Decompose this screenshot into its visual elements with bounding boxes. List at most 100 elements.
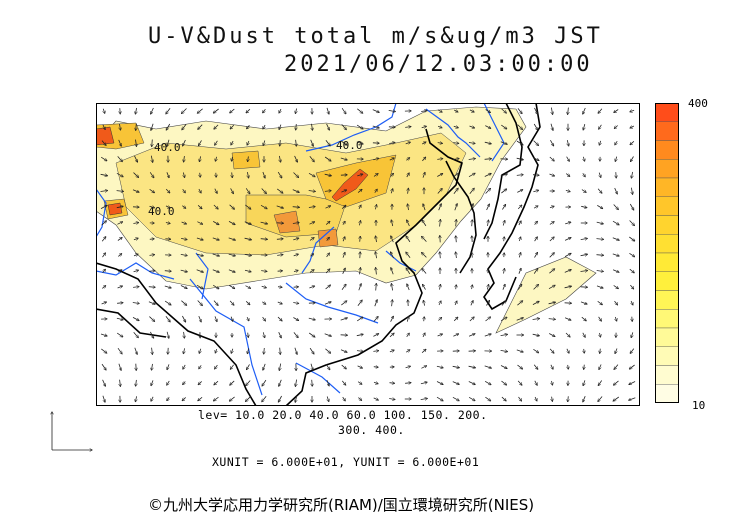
wind-vector [500, 365, 507, 369]
wind-vector [166, 123, 171, 130]
wind-vector [485, 189, 491, 194]
wind-vector [309, 286, 314, 288]
wind-vector [149, 255, 155, 256]
wind-vector [260, 239, 268, 240]
wind-vector [420, 382, 427, 384]
wind-vector [436, 381, 443, 385]
wind-vector [373, 382, 378, 383]
wind-vector [117, 238, 122, 241]
wind-vector [101, 348, 106, 353]
wind-vector [118, 254, 121, 257]
wind-vector [564, 270, 571, 273]
wind-vector [437, 159, 442, 160]
wind-vector [167, 397, 169, 400]
wind-vector [468, 381, 475, 385]
colorbar-swatch [655, 290, 679, 310]
wind-vector [324, 156, 331, 161]
wind-vector [183, 348, 184, 353]
wind-vector [581, 206, 587, 207]
wind-vector [357, 174, 362, 176]
wind-vector [279, 155, 280, 162]
wind-vector [263, 108, 266, 113]
wind-vector [325, 364, 330, 369]
wind-vector [390, 174, 394, 177]
wind-vector [117, 347, 122, 354]
wind-vector [389, 143, 395, 144]
wind-vector [151, 396, 153, 401]
wind-vector [247, 172, 248, 178]
wind-vector [293, 238, 298, 240]
wind-vector [552, 380, 553, 385]
wind-vector [229, 396, 235, 401]
wind-vector [295, 395, 297, 402]
wind-vector [504, 237, 505, 242]
wind-vector [437, 109, 442, 112]
wind-vector [309, 222, 315, 225]
wind-vector [152, 139, 153, 147]
wind-vector [117, 303, 123, 304]
wind-vector [486, 204, 490, 211]
wind-vector [612, 237, 619, 241]
wind-vector [517, 124, 523, 130]
wind-vector [405, 142, 411, 144]
wind-vector [568, 364, 569, 369]
wind-vector [149, 239, 154, 240]
wind-vector [612, 269, 619, 273]
wind-vector [102, 379, 106, 386]
wind-vector [438, 204, 442, 211]
wind-vector [118, 363, 121, 371]
wind-vector [308, 332, 315, 337]
wind-vector [230, 188, 234, 193]
wind-vector [533, 190, 538, 191]
wind-vector [549, 206, 554, 207]
wind-vector [326, 107, 329, 114]
wind-vector [549, 174, 555, 176]
wind-vector [215, 140, 218, 145]
wind-vector [423, 204, 426, 211]
wind-vector [468, 366, 476, 368]
wind-vector [484, 174, 491, 177]
wind-vector [550, 140, 553, 146]
wind-vector [631, 171, 632, 178]
wind-vector [356, 334, 363, 335]
wind-vector [262, 171, 265, 178]
wind-vector [629, 236, 634, 241]
wind-vector [440, 252, 441, 259]
wind-vector [501, 189, 506, 194]
wind-vector [182, 205, 185, 209]
wind-vector [133, 332, 139, 337]
wind-vector [468, 334, 475, 337]
wind-vector [437, 126, 442, 128]
colorbar-frame [655, 103, 679, 403]
wind-vector [310, 139, 314, 146]
wind-vector [310, 254, 313, 256]
wind-vector [518, 396, 522, 401]
wind-vector [244, 221, 251, 225]
wind-vector [373, 174, 378, 177]
wind-vector [533, 206, 538, 208]
wind-vector [424, 317, 425, 322]
wind-vector [229, 300, 234, 305]
wind-vector [485, 396, 490, 401]
wind-vector [292, 189, 299, 193]
wind-vector [372, 125, 379, 128]
wind-vector [181, 300, 186, 306]
wind-vector [376, 284, 377, 291]
wind-vector [181, 238, 187, 239]
wind-vector [373, 334, 378, 337]
wind-vector [343, 237, 345, 242]
wind-vector [534, 237, 538, 242]
wind-vector [133, 223, 138, 224]
wind-vector [212, 237, 219, 240]
wind-vector [101, 140, 106, 146]
wind-vector [629, 397, 636, 400]
wind-vector [327, 237, 330, 241]
wind-vector [212, 253, 220, 256]
wind-vector [423, 284, 426, 290]
wind-vector [516, 140, 523, 145]
wind-vector [342, 268, 346, 274]
colorbar-swatch [655, 384, 679, 403]
wind-vector [469, 317, 474, 322]
colorbar-max-label: 400 [688, 97, 708, 110]
wind-vector [182, 108, 187, 114]
